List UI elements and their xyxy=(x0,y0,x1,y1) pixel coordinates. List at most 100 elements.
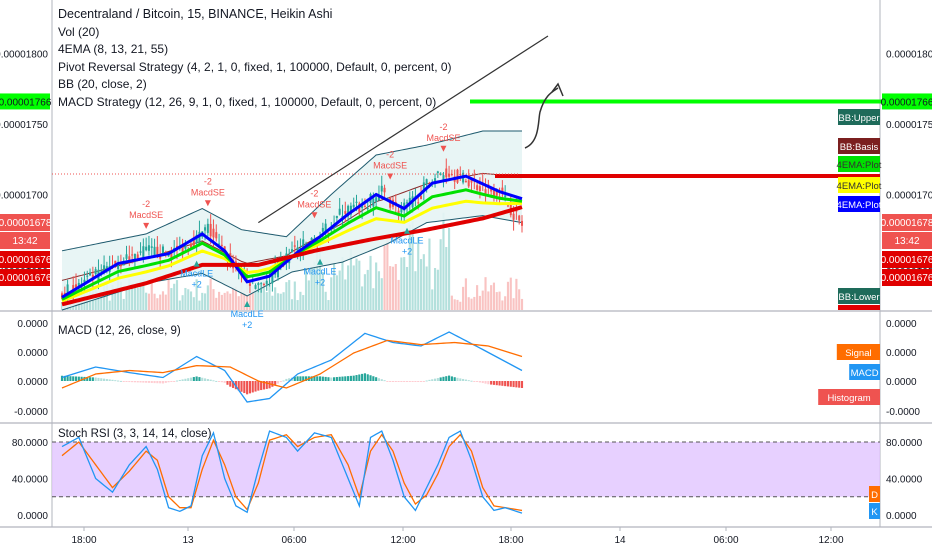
macd-histogram-bar xyxy=(341,376,344,381)
macd-histogram-bar xyxy=(69,376,72,381)
macd-histogram-bar xyxy=(349,375,352,381)
long-signal-label: MacdLE xyxy=(304,267,337,277)
candle-body xyxy=(254,285,257,289)
long-signal-arrow xyxy=(193,260,200,267)
macd-histogram-bar xyxy=(72,376,75,381)
long-size-label: +2 xyxy=(192,280,202,290)
macd-histogram-bar xyxy=(330,377,333,381)
volume-bar xyxy=(352,265,355,310)
time-tick-label: 18:00 xyxy=(498,535,523,546)
macd-histogram-bar xyxy=(481,381,484,384)
volume-bar xyxy=(209,278,212,310)
volume-bar xyxy=(338,270,341,310)
macd-histogram-bar xyxy=(103,378,106,381)
macd-histogram-bar xyxy=(318,376,322,381)
volume-bar xyxy=(307,280,310,310)
macd-histogram-bar xyxy=(352,375,355,381)
volume-bar xyxy=(206,285,209,310)
macd-histogram-bar xyxy=(377,378,381,381)
volume-bar xyxy=(419,259,423,310)
candle-body xyxy=(518,215,521,221)
candle-body xyxy=(215,232,218,239)
short-signal-arrow xyxy=(440,145,447,152)
volume-bar xyxy=(313,261,316,310)
indicator-bb[interactable]: BB (20, close, 2) xyxy=(58,77,147,91)
volume-bar xyxy=(518,289,521,310)
macd-histogram-bar xyxy=(167,381,170,383)
candle-body xyxy=(310,238,313,240)
candle-body xyxy=(324,223,327,232)
macd-histogram-bar xyxy=(234,381,237,390)
macd-pane-title: MACD (12, 26, close, 9) xyxy=(58,325,181,337)
candle-body xyxy=(103,265,106,272)
volume-bar xyxy=(394,264,397,310)
macd-histogram-bar xyxy=(80,376,83,381)
indicator-vol[interactable]: Vol (20) xyxy=(58,24,100,39)
volume-bar xyxy=(422,254,425,310)
volume-bar xyxy=(321,271,324,310)
candle-body xyxy=(347,205,350,217)
stoch-badge-bg xyxy=(869,503,880,519)
volume-bar xyxy=(293,281,296,310)
macd-histogram-bar xyxy=(131,381,134,383)
macd-histogram-bar xyxy=(91,377,94,381)
candle-body xyxy=(495,190,498,196)
volume-bar xyxy=(448,228,451,310)
macd-histogram-bar xyxy=(201,377,204,381)
macd-histogram-bar xyxy=(316,376,319,381)
macd-histogram-bar xyxy=(445,376,448,381)
volume-bar xyxy=(139,279,142,310)
volume-bar xyxy=(453,299,456,310)
candle-body xyxy=(89,272,92,276)
volume-bar xyxy=(355,258,358,310)
volume-bar xyxy=(366,269,369,310)
volume-bar xyxy=(254,289,257,310)
macd-histogram-bar xyxy=(361,373,364,381)
candle-body xyxy=(335,215,338,218)
candle-body xyxy=(408,197,411,204)
candle-body xyxy=(170,252,173,259)
short-signal-label: MacdSE xyxy=(373,161,407,171)
macd-histogram-bar xyxy=(310,376,313,381)
macd-histogram-bar xyxy=(304,376,308,381)
macd-histogram-bar xyxy=(153,381,156,384)
indicator-macd-strategy[interactable]: MACD Strategy (12, 26, 9, 1, 0, fixed, 1… xyxy=(58,94,437,109)
long-signal-label: MacdLE xyxy=(180,269,213,279)
macd-histogram-bar xyxy=(299,376,302,381)
macd-histogram-bar xyxy=(386,381,389,382)
volume-bar xyxy=(358,260,361,310)
volume-bar xyxy=(195,279,198,310)
volume-bar xyxy=(478,295,481,310)
bb-upper-line xyxy=(61,130,522,252)
indicator-pivot-reversal[interactable]: Pivot Reversal Strategy (4, 2, 1, 0, fix… xyxy=(58,59,452,74)
macd-histogram-bar xyxy=(380,379,383,381)
candle-body xyxy=(83,279,86,283)
macd-histogram-bar xyxy=(302,376,305,381)
volume-bar xyxy=(318,243,322,310)
macd-histogram-bar xyxy=(161,381,165,384)
volume-bar xyxy=(495,292,498,310)
candle-body xyxy=(142,246,145,259)
volume-bar xyxy=(279,293,282,310)
macd-histogram-bar xyxy=(192,377,195,381)
volume-bar xyxy=(428,238,431,310)
macd-histogram-bar xyxy=(105,379,108,381)
volume-bar xyxy=(276,293,280,310)
indicator-4ema[interactable]: 4EMA (8, 13, 21, 55) xyxy=(58,42,169,56)
candle-body xyxy=(223,246,226,250)
short-size-label: -2 xyxy=(386,150,394,160)
macd-histogram-bar xyxy=(223,381,226,383)
volume-bar xyxy=(431,289,434,310)
volume-bar xyxy=(178,300,181,310)
macd-histogram-bar xyxy=(355,375,358,381)
volume-bar xyxy=(203,293,207,310)
hline-label-right: 0.00001766 xyxy=(881,97,932,108)
volume-bar xyxy=(114,290,117,310)
candle-body xyxy=(464,180,467,183)
indicator-badge: BB:Lower xyxy=(838,292,879,303)
volume-bar xyxy=(425,266,428,310)
volume-bar xyxy=(164,294,167,310)
macd-histogram-bar xyxy=(66,376,69,381)
volume-bar xyxy=(234,286,237,310)
